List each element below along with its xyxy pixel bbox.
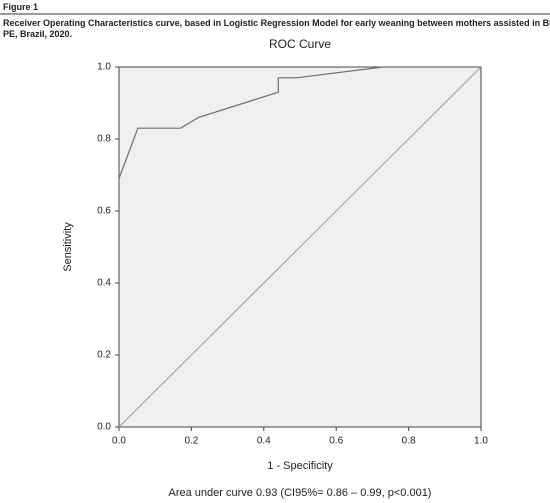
x-tick-label: 0.2 bbox=[184, 436, 198, 447]
y-tick-label: 1.0 bbox=[97, 62, 111, 73]
x-tick-label: 0.6 bbox=[329, 436, 343, 447]
y-tick-label: 0.6 bbox=[97, 206, 111, 217]
chart-title: ROC Curve bbox=[269, 37, 331, 51]
reference-line bbox=[118, 66, 482, 428]
roc-curve bbox=[118, 66, 481, 179]
x-tick-label: 0.4 bbox=[257, 436, 271, 447]
y-tick-label: 0.8 bbox=[97, 134, 111, 145]
x-axis-label: 1 - Specificity bbox=[267, 460, 333, 472]
y-tick-label: 0.0 bbox=[97, 422, 111, 433]
figure-label: Figure 1 bbox=[3, 2, 38, 12]
x-tick-label: 0.0 bbox=[112, 436, 126, 447]
y-axis-label: Sensitivity bbox=[62, 222, 74, 272]
annotation: Area under curve 0.93 (CI95%= 0.86 – 0.9… bbox=[169, 487, 432, 499]
y-tick-label: 0.2 bbox=[97, 350, 111, 361]
caption-line: Receiver Operating Characteristics curve… bbox=[3, 18, 550, 28]
y-tick-label: 0.4 bbox=[97, 278, 111, 289]
x-tick-label: 0.8 bbox=[402, 436, 416, 447]
caption-line: PE, Brazil, 2020. bbox=[3, 29, 72, 39]
x-tick-label: 1.0 bbox=[474, 436, 488, 447]
